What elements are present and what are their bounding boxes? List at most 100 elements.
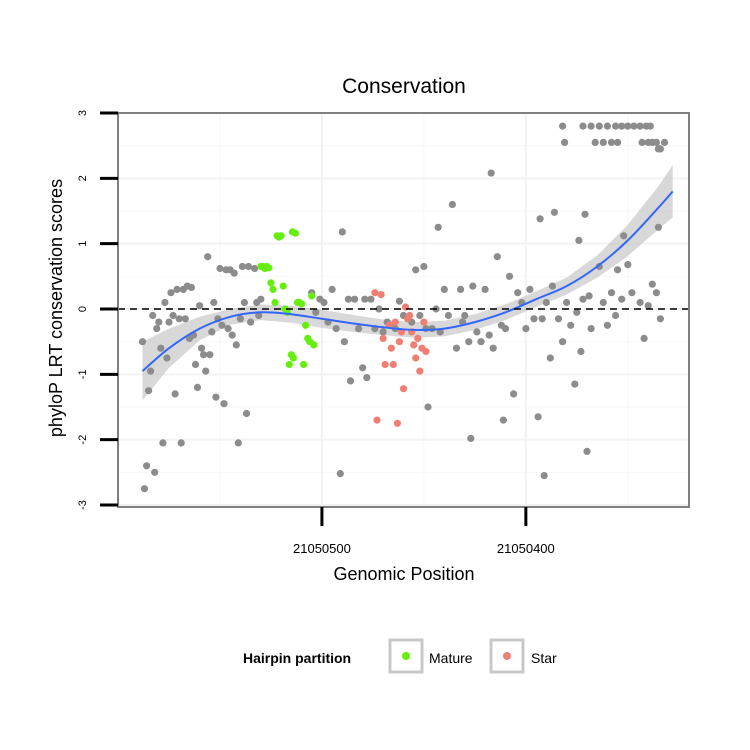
data-point	[448, 200, 456, 209]
data-point	[646, 122, 654, 130]
data-point	[279, 282, 287, 290]
data-point	[351, 295, 359, 303]
data-point	[395, 297, 403, 305]
data-point	[236, 315, 244, 323]
data-point	[440, 285, 448, 293]
data-point	[161, 298, 169, 307]
data-point	[620, 232, 628, 240]
data-point	[648, 280, 656, 288]
y-tick-label: -3	[77, 500, 89, 510]
data-point	[289, 354, 297, 362]
data-point	[230, 269, 238, 277]
data-point	[571, 380, 579, 388]
data-point	[277, 232, 285, 240]
data-point	[514, 289, 522, 297]
data-point	[212, 393, 220, 401]
data-point	[652, 138, 661, 146]
data-point	[267, 279, 275, 287]
data-point	[599, 138, 607, 146]
data-point	[410, 341, 418, 349]
data-point	[628, 289, 636, 297]
data-point	[285, 360, 293, 369]
data-point	[255, 311, 263, 320]
data-point	[363, 374, 371, 382]
data-point	[522, 325, 530, 333]
data-point	[493, 253, 501, 261]
data-point	[585, 292, 593, 300]
data-point	[469, 282, 477, 290]
data-point	[232, 341, 240, 349]
data-point	[338, 228, 346, 236]
data-point	[444, 311, 452, 320]
data-point	[302, 321, 310, 329]
data-point	[387, 344, 395, 352]
data-point	[187, 283, 195, 291]
data-point	[534, 413, 542, 421]
data-point	[416, 367, 424, 375]
data-point	[395, 338, 403, 346]
y-axis-title: phyloP LRT conservation scores	[46, 179, 66, 437]
data-point	[328, 285, 336, 293]
data-point	[548, 282, 557, 290]
data-point	[218, 321, 226, 329]
legend-label-star: Star	[531, 650, 557, 666]
data-point	[297, 300, 306, 308]
data-point	[501, 325, 510, 333]
data-point	[559, 122, 567, 130]
data-point	[320, 298, 328, 307]
y-tick-label: 1	[77, 241, 89, 247]
legend-title: Hairpin partition	[243, 650, 351, 666]
data-point	[200, 351, 208, 359]
data-point	[269, 285, 277, 293]
data-point	[660, 138, 669, 146]
data-point	[412, 354, 420, 362]
data-point	[420, 318, 428, 326]
data-point	[406, 311, 414, 320]
data-point	[638, 138, 646, 146]
data-point	[481, 285, 489, 293]
data-point	[204, 253, 212, 261]
data-point	[595, 122, 603, 130]
data-point	[607, 138, 616, 146]
data-point	[636, 298, 644, 307]
data-point	[173, 285, 181, 293]
data-point	[618, 122, 626, 130]
data-point	[422, 347, 430, 356]
legend-key-star	[489, 638, 525, 674]
data-point	[291, 229, 299, 237]
data-point	[530, 315, 538, 323]
data-point	[477, 338, 485, 346]
x-tick-label: 21050500	[293, 541, 351, 556]
data-point	[191, 360, 200, 369]
trend-line	[141, 190, 674, 372]
data-point	[145, 387, 153, 395]
y-tick-label: -1	[77, 369, 89, 379]
data-point	[640, 334, 648, 342]
data-point	[340, 338, 348, 346]
data-point	[581, 210, 589, 218]
data-point	[308, 292, 316, 300]
data-point	[310, 341, 318, 349]
data-point	[346, 377, 355, 385]
series-star	[371, 289, 430, 427]
legend-label-mature: Mature	[429, 650, 473, 666]
data-point	[656, 315, 665, 323]
data-point	[654, 223, 663, 231]
data-point	[177, 439, 185, 447]
data-point	[509, 390, 518, 398]
data-point	[457, 285, 465, 293]
data-point	[240, 298, 248, 307]
data-point	[202, 367, 210, 375]
data-point	[540, 472, 548, 480]
data-point	[149, 311, 157, 320]
data-point	[359, 364, 367, 372]
data-point	[147, 367, 155, 375]
data-point	[652, 289, 661, 297]
data-point	[587, 325, 595, 333]
data-point	[612, 122, 620, 130]
data-point	[414, 334, 422, 342]
data-point	[461, 311, 469, 320]
data-point	[228, 331, 236, 339]
data-point	[381, 360, 389, 369]
